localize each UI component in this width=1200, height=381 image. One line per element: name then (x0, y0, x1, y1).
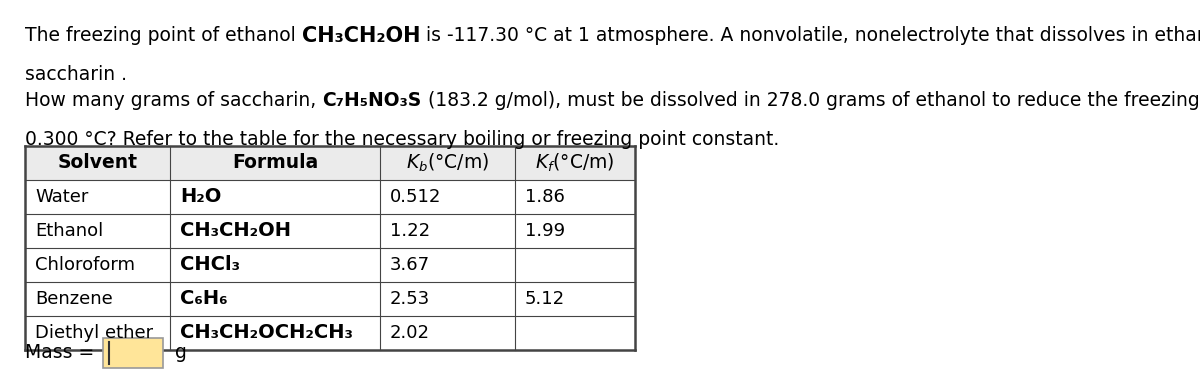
Text: The freezing point of ethanol: The freezing point of ethanol (25, 26, 301, 45)
Text: Benzene: Benzene (35, 290, 113, 308)
Text: 1.99: 1.99 (526, 222, 565, 240)
Text: 0.512: 0.512 (390, 188, 442, 206)
Text: CH₃CH₂OH: CH₃CH₂OH (301, 26, 420, 46)
Text: 2.53: 2.53 (390, 290, 431, 308)
Text: 3.67: 3.67 (390, 256, 430, 274)
Text: Chloroform: Chloroform (35, 256, 134, 274)
Text: Formula: Formula (232, 154, 318, 173)
Text: $K_b$(°C/m): $K_b$(°C/m) (406, 152, 490, 174)
Bar (25, 146, 635, 180)
Text: 2.02: 2.02 (390, 324, 430, 342)
Text: g: g (175, 344, 187, 362)
Text: CHCl₃: CHCl₃ (180, 256, 240, 274)
Text: CH₃CH₂OCH₂CH₃: CH₃CH₂OCH₂CH₃ (180, 323, 353, 343)
Text: Mass =: Mass = (25, 344, 101, 362)
Text: 1.86: 1.86 (526, 188, 565, 206)
Text: C₆H₆: C₆H₆ (180, 290, 228, 309)
Text: How many grams of saccharin,: How many grams of saccharin, (25, 91, 323, 110)
Text: C₇H₅NO₃S: C₇H₅NO₃S (323, 91, 421, 110)
Text: Ethanol: Ethanol (35, 222, 103, 240)
Text: CH₃CH₂OH: CH₃CH₂OH (180, 221, 292, 240)
Text: (183.2 g/mol), must be dissolved in 278.0 grams of ethanol to reduce the freezin: (183.2 g/mol), must be dissolved in 278.… (421, 91, 1200, 110)
Bar (103, 338, 163, 368)
Text: Water: Water (35, 188, 89, 206)
Text: Solvent: Solvent (58, 154, 138, 173)
Text: saccharin .: saccharin . (25, 64, 127, 83)
Text: is -117.30 °C at 1 atmosphere. A nonvolatile, nonelectrolyte that dissolves in e: is -117.30 °C at 1 atmosphere. A nonvola… (420, 26, 1200, 45)
Text: 1.22: 1.22 (390, 222, 430, 240)
Text: Diethyl ether: Diethyl ether (35, 324, 154, 342)
Text: H₂O: H₂O (180, 187, 221, 207)
Text: 5.12: 5.12 (526, 290, 565, 308)
Text: 0.300 °C? Refer to the table for the necessary boiling or freezing point constan: 0.300 °C? Refer to the table for the nec… (25, 130, 779, 149)
Text: $K_f$(°C/m): $K_f$(°C/m) (535, 152, 614, 174)
